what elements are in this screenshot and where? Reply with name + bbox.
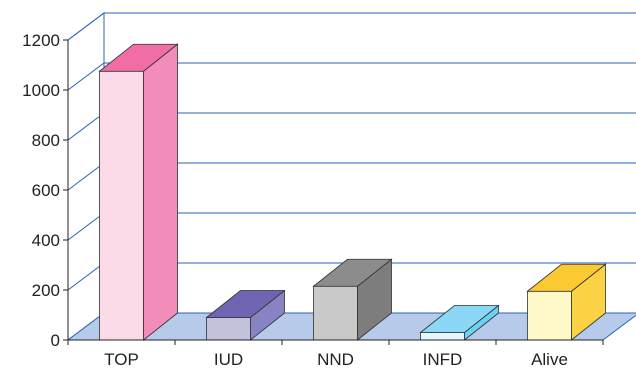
bar-front [99, 70, 144, 341]
bar-iud [205, 289, 286, 341]
y-tick-label: 0 [51, 331, 60, 350]
y-axis: 0 200 400 600 800 1000 1200 [22, 31, 69, 350]
y-tick-label: 800 [32, 131, 60, 150]
y-tick-label: 1200 [22, 31, 60, 50]
bar-front [420, 332, 465, 341]
bar-top [419, 305, 500, 333]
bar-front [527, 290, 572, 341]
bar-nnd [312, 258, 393, 341]
bar-top [312, 258, 393, 287]
bar-front [206, 317, 251, 341]
bar-top [205, 290, 286, 318]
y-tick-label: 400 [32, 231, 60, 250]
bar-front [313, 285, 358, 341]
bar-infd [419, 304, 500, 341]
gridline [67, 62, 636, 91]
x-tick-label: Alive [531, 350, 568, 369]
bar-alive [526, 263, 607, 341]
y-tick-label: 600 [32, 181, 60, 200]
bar-side [143, 43, 178, 341]
x-tick-label: IUD [214, 350, 243, 369]
gridline [67, 12, 636, 41]
x-tick-label: NND [317, 350, 354, 369]
y-tick-label: 200 [32, 281, 60, 300]
bars [98, 43, 607, 341]
y-tick-label: 1000 [22, 81, 60, 100]
bar-top [98, 43, 179, 72]
bar-top [98, 43, 179, 341]
x-axis: TOP IUD NND INFD Alive [67, 339, 604, 369]
bar-top [526, 263, 607, 292]
x-tick-label: INFD [423, 350, 463, 369]
x-tick-label: TOP [104, 350, 139, 369]
